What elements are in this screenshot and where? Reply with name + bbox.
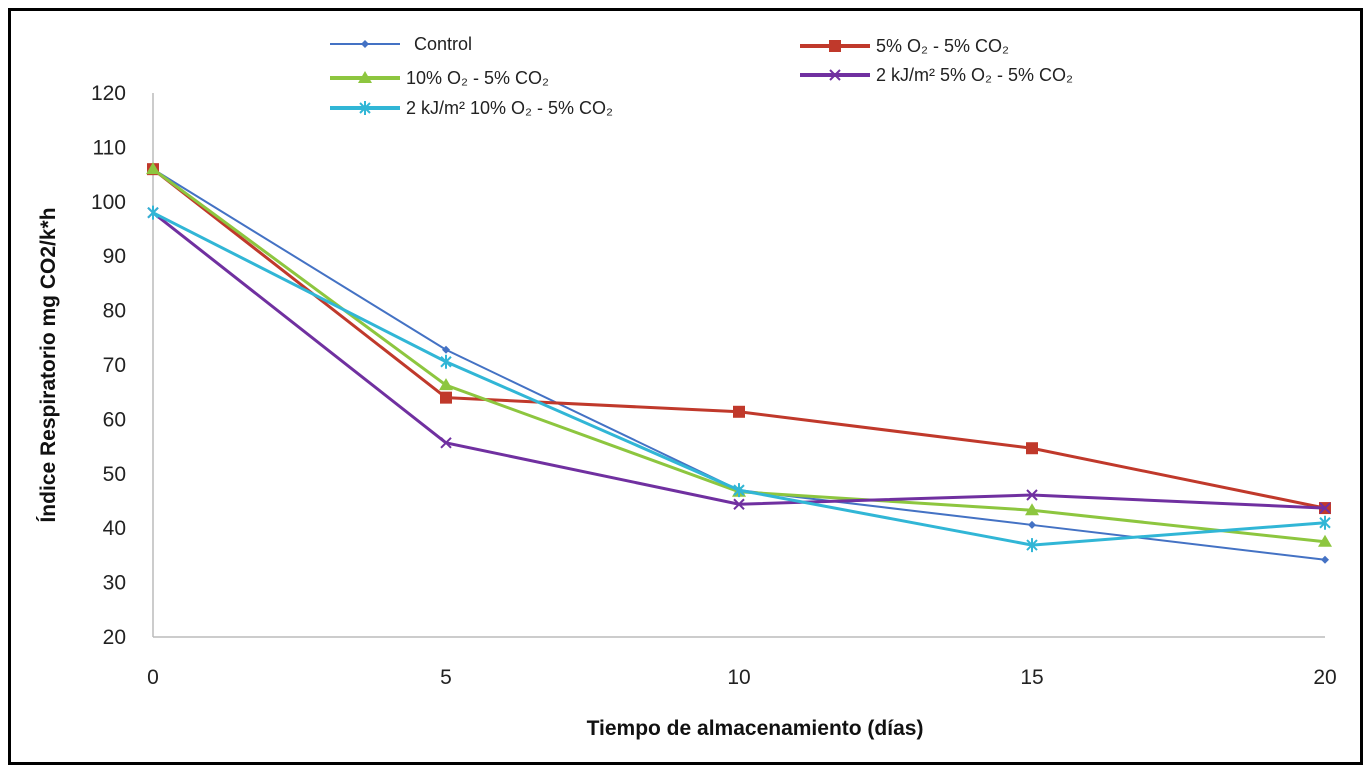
data-point-diamond bbox=[442, 345, 450, 354]
series-line bbox=[152, 211, 1326, 510]
data-point-x bbox=[829, 69, 841, 81]
y-tick-label: 60 bbox=[103, 408, 126, 431]
y-tick-label: 100 bbox=[91, 191, 126, 214]
data-point-x bbox=[1319, 502, 1331, 514]
data-point-triangle bbox=[1318, 534, 1332, 547]
data-point-diamond bbox=[1028, 520, 1036, 529]
data-point-triangle bbox=[1025, 503, 1039, 516]
legend-label: 10% O₂ - 5% CO₂ bbox=[406, 68, 549, 88]
data-point-star bbox=[359, 101, 371, 115]
data-point-triangle bbox=[358, 71, 372, 83]
figure-frame bbox=[8, 8, 1363, 765]
legend-label: 5% O₂ - 5% CO₂ bbox=[876, 36, 1009, 56]
data-point-star bbox=[733, 483, 745, 498]
legend-item: 2 kJ/m² 10% O₂ - 5% CO₂ bbox=[330, 98, 613, 118]
y-tick-label: 90 bbox=[103, 245, 126, 268]
legend-item: 5% O₂ - 5% CO₂ bbox=[800, 36, 1009, 56]
y-tick-label: 20 bbox=[103, 626, 126, 649]
data-point-triangle bbox=[146, 162, 160, 175]
series-line bbox=[152, 167, 1326, 510]
data-point-square bbox=[440, 391, 452, 404]
series-3 bbox=[147, 206, 1331, 514]
y-axis-title: Índice Respiratorio mg CO2/k*h bbox=[37, 207, 60, 522]
data-point-x bbox=[733, 498, 745, 510]
y-tick-label: 70 bbox=[103, 354, 126, 377]
x-tick-label: 20 bbox=[1313, 666, 1336, 689]
x-tick-label: 5 bbox=[440, 666, 452, 689]
x-tick-label: 10 bbox=[727, 666, 750, 689]
data-point-star bbox=[1319, 515, 1331, 530]
data-point-x bbox=[1026, 489, 1038, 501]
series-4 bbox=[147, 205, 1331, 553]
legend-label: Control bbox=[414, 34, 472, 54]
y-tick-label: 120 bbox=[91, 82, 126, 105]
data-point-star bbox=[440, 354, 452, 369]
legend-item: 2 kJ/m² 5% O₂ - 5% CO₂ bbox=[800, 65, 1073, 85]
y-tick-label: 30 bbox=[103, 572, 126, 595]
legend-item: Control bbox=[330, 34, 472, 54]
data-point-square bbox=[733, 405, 745, 418]
data-point-star bbox=[147, 205, 159, 220]
x-axis-title: Tiempo de almacenamiento (días) bbox=[587, 717, 924, 740]
y-tick-label: 40 bbox=[103, 517, 126, 540]
series-1 bbox=[147, 163, 1331, 515]
x-tick-label: 0 bbox=[147, 666, 159, 689]
data-point-x bbox=[440, 437, 452, 449]
legend-label: 2 kJ/m² 10% O₂ - 5% CO₂ bbox=[406, 98, 613, 118]
y-tick-label: 110 bbox=[93, 136, 126, 159]
data-point-square bbox=[1026, 442, 1038, 455]
y-tick-label: 80 bbox=[103, 300, 126, 323]
data-point-square bbox=[829, 40, 841, 52]
legend-item: 10% O₂ - 5% CO₂ bbox=[330, 68, 549, 88]
data-point-diamond bbox=[1321, 555, 1329, 564]
x-tick-label: 15 bbox=[1020, 666, 1043, 689]
legend-label: 2 kJ/m² 5% O₂ - 5% CO₂ bbox=[876, 65, 1073, 85]
data-point-diamond bbox=[361, 40, 369, 48]
data-point-triangle bbox=[439, 378, 453, 391]
y-tick-label: 50 bbox=[103, 463, 126, 486]
data-point-star bbox=[1026, 538, 1038, 553]
